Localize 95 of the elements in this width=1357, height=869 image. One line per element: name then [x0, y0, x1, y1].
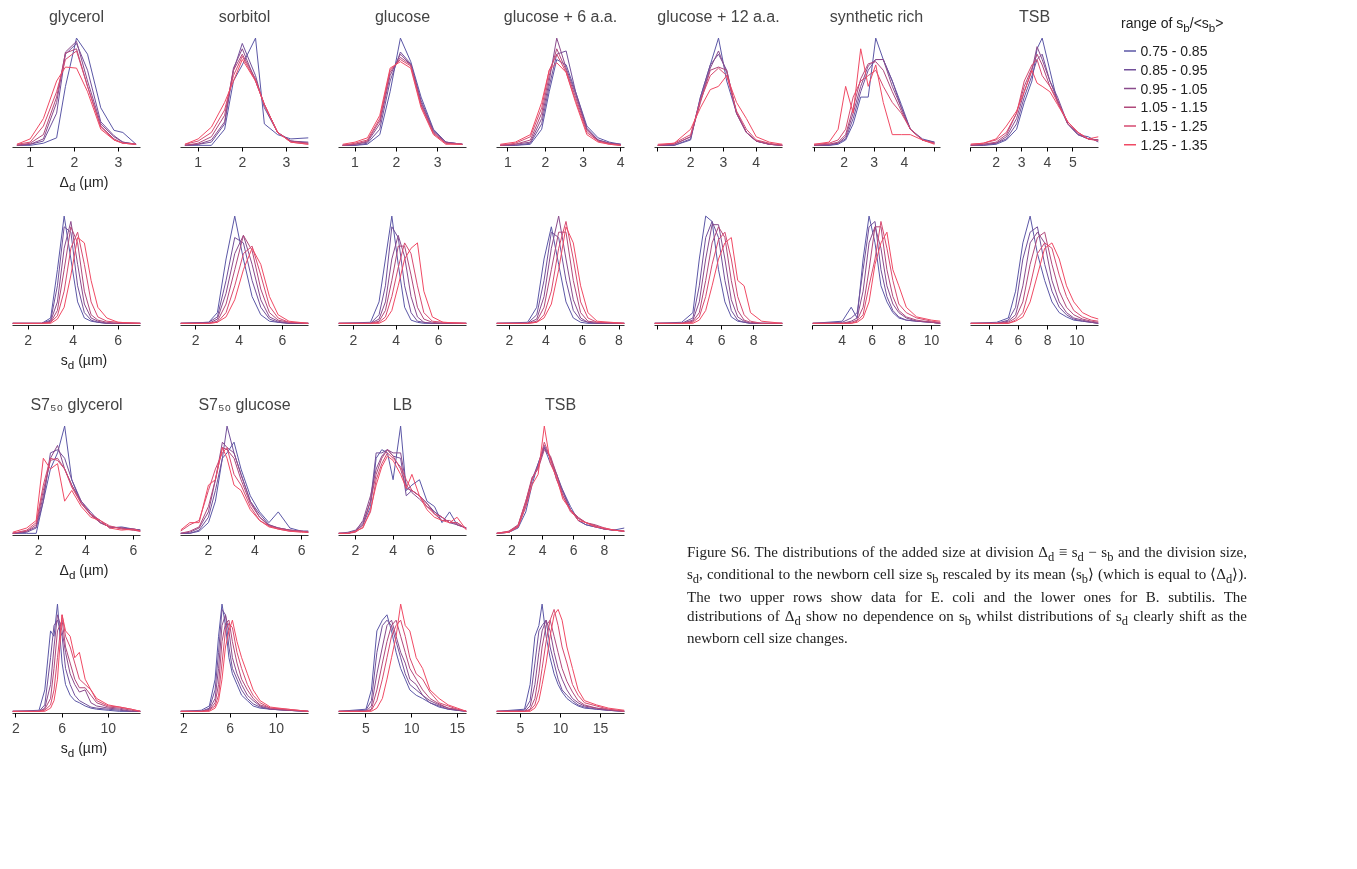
chart-title: glucose — [374, 7, 431, 25]
x-tick-label: 4 — [752, 153, 761, 170]
x-tick-label: 10 — [552, 719, 569, 736]
x-tick-label: 8 — [615, 331, 624, 348]
x-tick-label: 2 — [349, 331, 358, 348]
x-tick-label: 2 — [12, 719, 21, 736]
x-tick-label: 4 — [541, 331, 550, 348]
legend-label: 0.85 - 0.95 — [1140, 62, 1208, 79]
x-tick-label: 2 — [204, 541, 213, 558]
x-tick-label: 15 — [449, 719, 466, 736]
legend-label: 1.25 - 1.35 — [1140, 137, 1208, 154]
legend-label: 1.15 - 1.25 — [1140, 118, 1208, 135]
x-tick-label: 1 — [503, 153, 512, 170]
x-tick-label: 10 — [268, 719, 285, 736]
x-tick-label: 2 — [508, 541, 517, 558]
chart-title: glucose + 6 a.a. — [503, 7, 618, 25]
x-tick-label: 2 — [238, 153, 247, 170]
x-tick-label: 5 — [516, 719, 525, 736]
x-tick-label: 6 — [297, 541, 306, 558]
x-tick-label: 3 — [433, 153, 442, 170]
chart-title: TSB — [544, 395, 577, 413]
x-tick-label: 4 — [69, 331, 78, 348]
chart-title: glycerol — [48, 7, 105, 25]
legend-label: 0.75 - 0.85 — [1140, 43, 1208, 60]
x-tick-label: 2 — [686, 153, 695, 170]
text: Figure S6. The distributions of the added size at division Δ$_{d}$ ≡ s$_{d}$ − s$_{b}$ and the division size, s$_{d}$, conditional to the newborn cell size s$_{b}$ rescaled by its mean ⟨s$_{b}$⟩ (which is equal to ⟨Δ$_{d}$⟩). The two upper rows show data for E. coli and the lower ones for B. subtilis. The distributions of Δ$_{d}$ show no dependence on s$_{b}$ whilst distributions of s$_{d}$ clearly shift as the newborn cell size changes. — [687, 543, 1248, 647]
x-tick-label: 4 — [235, 331, 244, 348]
x-tick-label: 4 — [838, 331, 847, 348]
x-tick-label: 4 — [389, 541, 398, 558]
x-tick-label: 6 — [868, 331, 877, 348]
chart-title: glucose + 12 a.a. — [657, 7, 780, 25]
x-tick-label: 2 — [24, 331, 33, 348]
x-tick-label: 10 — [1068, 331, 1085, 348]
x-tick-label: 4 — [538, 541, 547, 558]
x-tick-label: 4 — [685, 331, 694, 348]
x-tick-label: 2 — [180, 719, 189, 736]
x-tick-label: 2 — [541, 153, 550, 170]
x-tick-label: 8 — [749, 331, 758, 348]
legend-title: range of s$_{b}$/<s$_{b}$> — [1121, 15, 1224, 36]
chart-title: LB — [392, 395, 413, 413]
x-tick-label: 2 — [351, 541, 360, 558]
x-tick-label: 10 — [923, 331, 940, 348]
x-tick-label: 5 — [362, 719, 371, 736]
x-tick-label: 15 — [592, 719, 609, 736]
x-tick-label: 1 — [26, 153, 35, 170]
x-tick-label: 4 — [985, 331, 994, 348]
x-tick-label: 3 — [282, 153, 291, 170]
x-axis-title: Δ$_{d}$ (µm) — [59, 174, 109, 195]
x-tick-label: 3 — [579, 153, 588, 170]
x-tick-label: 6 — [1014, 331, 1023, 348]
x-tick-label: 6 — [226, 719, 235, 736]
x-tick-label: 8 — [1043, 331, 1052, 348]
x-tick-label: 6 — [58, 719, 67, 736]
x-tick-label: 6 — [426, 541, 435, 558]
x-tick-label: 2 — [992, 153, 1001, 170]
x-tick-label: 6 — [569, 541, 578, 558]
x-tick-label: 2 — [191, 331, 200, 348]
x-tick-label: 2 — [840, 153, 849, 170]
chart-title: TSB — [1018, 7, 1051, 25]
x-tick-label: 6 — [717, 331, 726, 348]
x-tick-label: 6 — [578, 331, 587, 348]
chart-title: sorbitol — [218, 7, 271, 25]
chart-title: synthetic rich — [829, 7, 924, 25]
x-tick-label: 6 — [434, 331, 443, 348]
chart-title: S7₅₀ glucose — [198, 395, 291, 413]
chart-title: S7₅₀ glycerol — [30, 395, 123, 413]
x-tick-label: 3 — [870, 153, 879, 170]
x-tick-label: 5 — [1069, 153, 1078, 170]
x-tick-label: 3 — [114, 153, 123, 170]
x-tick-label: 6 — [278, 331, 287, 348]
x-tick-label: 10 — [403, 719, 420, 736]
x-tick-label: 4 — [900, 153, 909, 170]
x-tick-label: 1 — [351, 153, 360, 170]
x-tick-label: 1 — [194, 153, 203, 170]
x-tick-label: 4 — [392, 331, 401, 348]
x-tick-label: 10 — [100, 719, 117, 736]
legend-label: 1.05 - 1.15 — [1140, 99, 1208, 116]
x-tick-label: 4 — [251, 541, 260, 558]
x-tick-label: 6 — [129, 541, 138, 558]
x-tick-label: 3 — [719, 153, 728, 170]
x-tick-label: 2 — [505, 331, 514, 348]
x-tick-label: 6 — [114, 331, 123, 348]
x-tick-label: 8 — [600, 541, 609, 558]
x-axis-title: s$_{d}$ (µm) — [60, 352, 108, 373]
x-tick-label: 2 — [70, 153, 79, 170]
x-tick-label: 2 — [34, 541, 43, 558]
x-axis-title: s$_{d}$ (µm) — [60, 740, 108, 761]
x-tick-label: 8 — [897, 331, 906, 348]
x-tick-label: 3 — [1017, 153, 1026, 170]
x-tick-label: 2 — [392, 153, 401, 170]
x-axis-title: Δ$_{d}$ (µm) — [59, 561, 109, 583]
legend-label: 0.95 - 1.05 — [1140, 80, 1208, 97]
x-tick-label: 4 — [82, 541, 91, 558]
x-tick-label: 4 — [616, 153, 625, 170]
x-tick-label: 4 — [1043, 153, 1052, 170]
